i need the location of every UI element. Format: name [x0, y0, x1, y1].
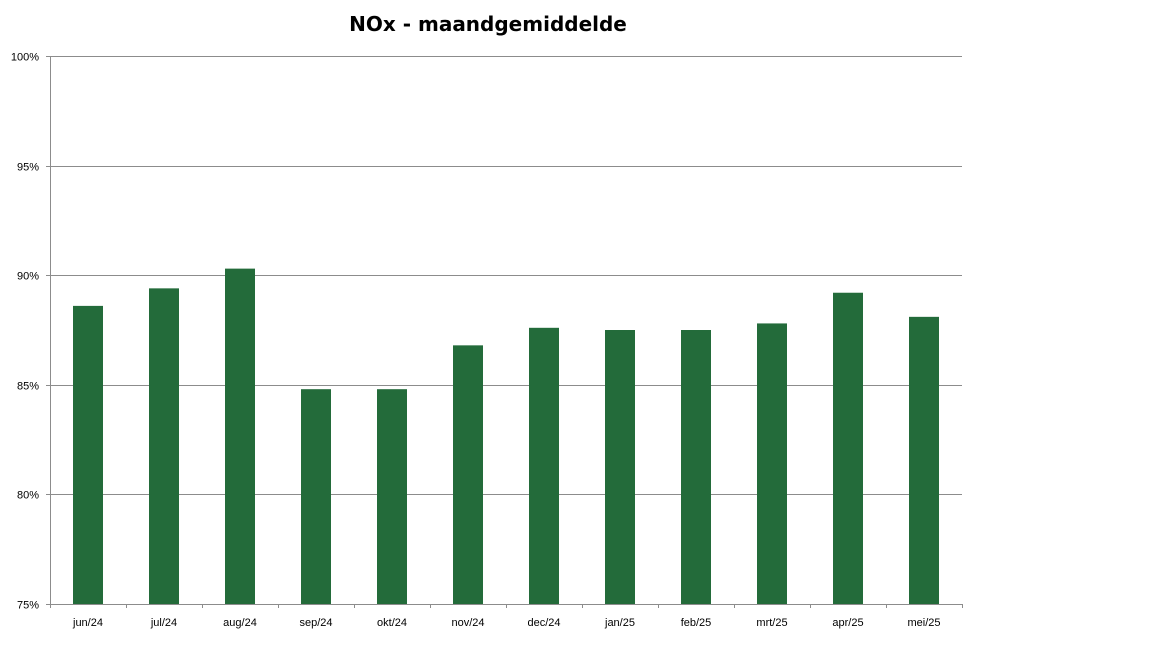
x-tick-label: nov/24	[451, 617, 484, 629]
x-tick-label: mei/25	[907, 617, 940, 629]
x-tick-label: dec/24	[527, 617, 560, 629]
bar	[377, 389, 407, 604]
gridlines	[50, 56, 962, 495]
bars	[73, 268, 939, 604]
x-tick-label: sep/24	[299, 617, 332, 629]
y-tick-label: 85%	[17, 381, 39, 393]
x-tick-label: okt/24	[377, 617, 407, 629]
x-tick-labels: jun/24 jul/24 aug/24 sep/24 okt/24 nov/24 dec/…	[72, 617, 941, 629]
bar	[73, 305, 103, 604]
chart-title: NOx - maandgemiddelde	[349, 12, 627, 36]
bar	[757, 323, 787, 604]
x-tick-label: feb/25	[681, 617, 712, 629]
bar	[605, 330, 635, 604]
bar	[529, 327, 559, 604]
bar	[833, 292, 863, 604]
x-tick-label: jan/25	[604, 617, 635, 629]
y-tick-label: 100%	[11, 52, 39, 64]
axes	[46, 56, 963, 608]
y-tick-label: 80%	[17, 490, 39, 502]
y-tick-label: 75%	[17, 600, 39, 612]
bar	[149, 288, 179, 604]
y-tick-labels: 75% 80% 85% 90% 95% 100%	[11, 52, 39, 612]
x-tick-label: aug/24	[223, 617, 257, 629]
x-tick-label: jun/24	[72, 617, 103, 629]
bar	[225, 268, 255, 604]
y-tick-label: 90%	[17, 271, 39, 283]
x-tick-label: mrt/25	[756, 617, 787, 629]
bar	[453, 345, 483, 604]
bar	[681, 330, 711, 604]
x-tick-label: jul/24	[150, 617, 177, 629]
bar	[301, 389, 331, 604]
bar	[909, 316, 939, 604]
y-tick-label: 95%	[17, 162, 39, 174]
x-tick-label: apr/25	[832, 617, 863, 629]
